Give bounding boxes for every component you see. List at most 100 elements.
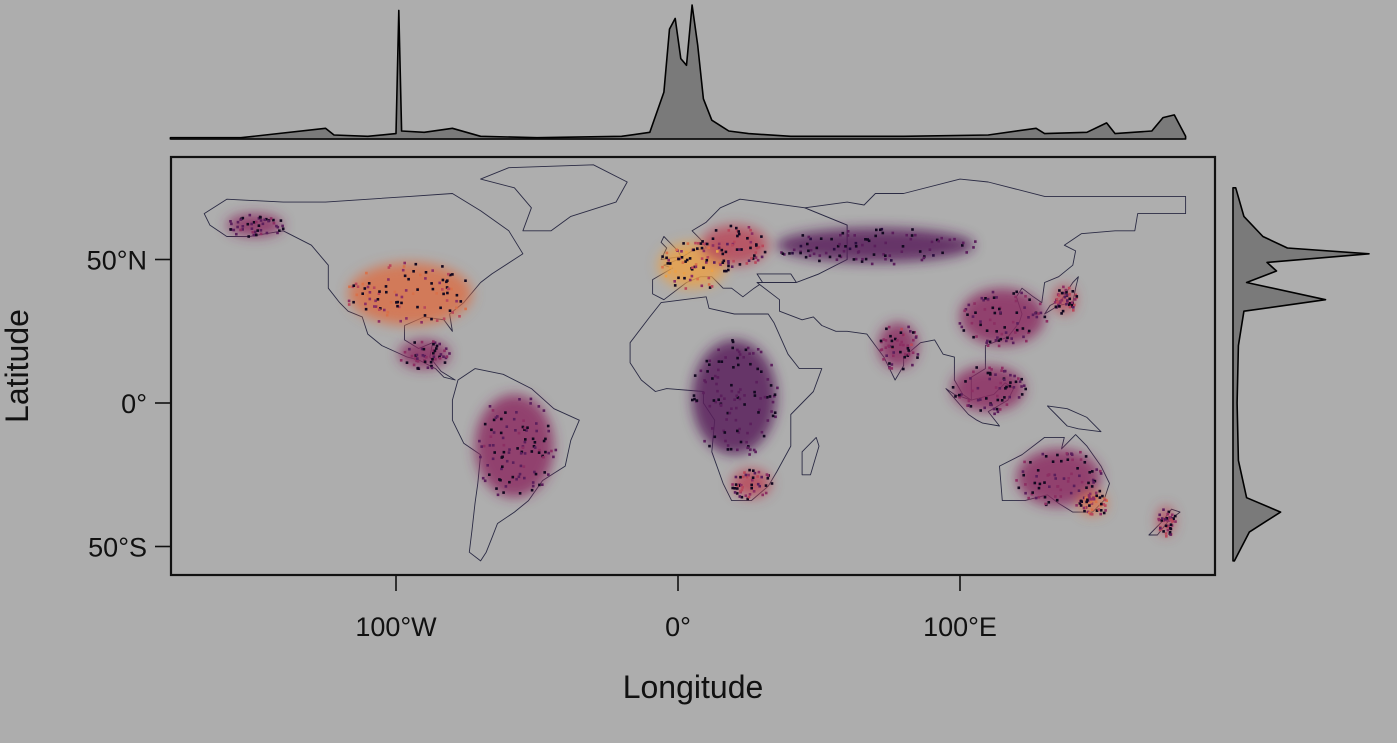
occurrence-point xyxy=(967,404,971,407)
occurrence-point xyxy=(751,476,755,479)
occurrence-point xyxy=(885,327,888,331)
x-axis-label: Longitude xyxy=(623,669,764,705)
occurrence-point xyxy=(552,455,555,459)
occurrence-point xyxy=(1086,498,1089,502)
occurrence-point xyxy=(1004,331,1008,334)
occurrence-point xyxy=(1056,300,1059,304)
occurrence-point xyxy=(736,429,739,433)
occurrence-point xyxy=(986,344,990,347)
occurrence-point xyxy=(393,290,397,294)
occurrence-point xyxy=(1069,491,1073,495)
occurrence-point xyxy=(1102,511,1106,515)
occurrence-point xyxy=(760,235,763,238)
occurrence-point xyxy=(1012,292,1015,295)
occurrence-point xyxy=(433,341,437,344)
occurrence-point xyxy=(1088,492,1092,496)
occurrence-point xyxy=(975,366,978,369)
occurrence-point xyxy=(912,331,915,334)
occurrence-point xyxy=(733,491,737,494)
occurrence-point xyxy=(890,259,893,262)
occurrence-point xyxy=(1066,299,1069,302)
occurrence-point xyxy=(1168,516,1172,519)
occurrence-point xyxy=(902,367,905,371)
occurrence-point xyxy=(1008,395,1011,399)
occurrence-point xyxy=(535,422,538,425)
occurrence-point xyxy=(1054,305,1058,309)
occurrence-point xyxy=(721,252,725,256)
occurrence-point xyxy=(502,443,506,447)
occurrence-point xyxy=(771,414,775,418)
occurrence-point xyxy=(879,228,882,232)
occurrence-point xyxy=(538,483,541,487)
occurrence-point xyxy=(737,350,741,354)
occurrence-point xyxy=(397,305,401,309)
occurrence-point xyxy=(248,213,252,217)
occurrence-point xyxy=(1017,486,1021,490)
occurrence-point xyxy=(1104,504,1107,507)
occurrence-point xyxy=(838,254,841,258)
occurrence-point xyxy=(1027,496,1030,500)
latitude-density-area xyxy=(1232,186,1370,562)
occurrence-point xyxy=(1068,303,1071,307)
occurrence-point xyxy=(499,431,503,435)
occurrence-point xyxy=(1044,502,1047,506)
occurrence-point xyxy=(1070,472,1073,476)
occurrence-point xyxy=(1165,517,1169,520)
occurrence-point xyxy=(1068,297,1071,301)
occurrence-point xyxy=(1080,480,1084,484)
occurrence-point xyxy=(445,355,449,358)
y-tick-label: 50°S xyxy=(88,533,147,563)
occurrence-point xyxy=(1056,453,1059,457)
continent-new-guinea xyxy=(1046,405,1102,433)
occurrence-point xyxy=(281,224,284,228)
occurrence-point xyxy=(731,340,735,344)
occurrence-point xyxy=(1027,329,1031,333)
occurrence-point xyxy=(544,437,547,441)
occurrence-point xyxy=(684,287,688,290)
occurrence-point xyxy=(749,246,752,250)
occurrence-point xyxy=(1072,484,1076,488)
occurrence-point xyxy=(752,448,756,452)
occurrence-point xyxy=(669,266,672,269)
occurrence-point xyxy=(479,455,482,459)
occurrence-point xyxy=(1166,528,1170,532)
occurrence-point xyxy=(965,251,968,254)
occurrence-points-layer xyxy=(229,213,1177,538)
occurrence-point xyxy=(1000,399,1004,402)
occurrence-point xyxy=(734,475,738,479)
occurrence-point xyxy=(501,465,504,468)
occurrence-point xyxy=(1009,373,1012,377)
occurrence-point xyxy=(1163,518,1167,521)
occurrence-point xyxy=(730,383,733,387)
occurrence-point xyxy=(547,451,550,455)
occurrence-point xyxy=(988,366,991,370)
occurrence-point xyxy=(994,373,997,376)
occurrence-point xyxy=(766,474,770,477)
occurrence-point xyxy=(668,262,672,265)
occurrence-point xyxy=(884,339,888,342)
occurrence-point xyxy=(255,220,258,224)
occurrence-point xyxy=(880,227,884,231)
occurrence-point xyxy=(979,398,982,401)
occurrence-point xyxy=(735,394,738,398)
occurrence-point xyxy=(1022,473,1025,477)
occurrence-point xyxy=(517,475,521,479)
occurrence-point xyxy=(518,472,522,476)
occurrence-point xyxy=(1024,483,1027,486)
occurrence-point xyxy=(1015,328,1019,332)
occurrence-point xyxy=(546,424,550,428)
occurrence-point xyxy=(1003,396,1006,399)
occurrence-point xyxy=(533,446,537,449)
occurrence-point xyxy=(988,340,992,344)
occurrence-point xyxy=(839,233,842,237)
occurrence-point xyxy=(661,255,664,258)
occurrence-point xyxy=(828,255,832,259)
occurrence-point xyxy=(891,345,894,349)
occurrence-point xyxy=(759,350,763,354)
occurrence-point xyxy=(421,354,425,357)
occurrence-point xyxy=(770,410,773,413)
occurrence-point xyxy=(246,222,250,226)
occurrence-point xyxy=(416,367,419,370)
occurrence-point xyxy=(836,244,840,248)
occurrence-point xyxy=(677,257,680,261)
